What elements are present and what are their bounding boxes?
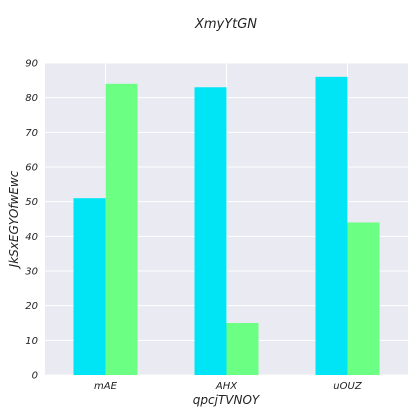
x-axis-ticks: mAE AHX uOUZ <box>94 381 363 392</box>
y-tick-label: 0 <box>32 371 38 382</box>
y-tick-label: 90 <box>25 59 38 70</box>
bar-AHX-series-1 <box>194 87 227 376</box>
y-tick-label: 20 <box>25 301 38 312</box>
x-tick-label: AHX <box>215 381 238 392</box>
x-tick-label: mAE <box>94 381 118 392</box>
bar-mAE-series-1 <box>73 198 106 375</box>
chart-title: XmyYtGN <box>194 17 257 32</box>
x-axis-label: qpcjTVNOY <box>193 393 261 407</box>
y-tick-label: 10 <box>25 336 38 347</box>
bars <box>73 76 380 376</box>
y-tick-label: 30 <box>25 267 38 278</box>
y-tick-label: 70 <box>25 128 38 139</box>
bar-uOUZ-series-1 <box>315 76 348 375</box>
x-tick-label: uOUZ <box>333 381 363 392</box>
bar-uOUZ-series-2 <box>347 222 380 375</box>
y-axis-label: JkSxEGYOfwEwc <box>7 170 21 269</box>
bar-AHX-series-2 <box>226 323 259 375</box>
bar-mAE-series-2 <box>105 83 138 376</box>
y-tick-label: 40 <box>25 232 38 243</box>
y-tick-label: 50 <box>25 197 38 208</box>
y-tick-label: 60 <box>25 163 38 174</box>
y-tick-label: 80 <box>25 93 38 104</box>
y-axis-ticks: 0 10 20 30 40 50 60 70 80 90 <box>25 59 38 382</box>
